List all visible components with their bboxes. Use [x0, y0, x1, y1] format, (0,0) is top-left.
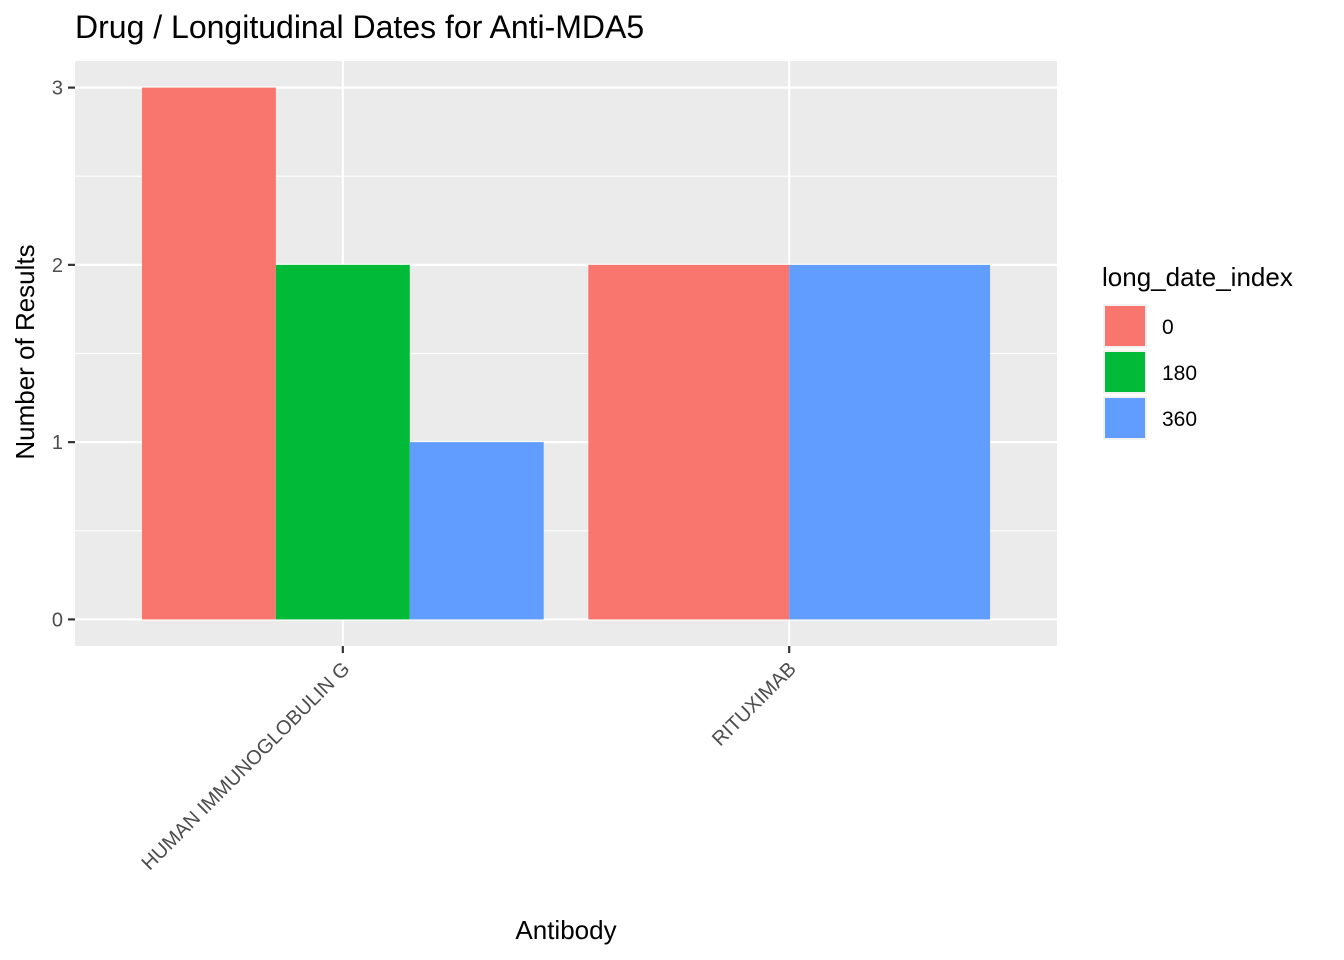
- legend-label-180: 180: [1162, 362, 1197, 385]
- bar-human-immunoglobulin-g-0: [141, 87, 276, 620]
- y-axis-title: Number of Results: [10, 244, 40, 459]
- chart-title: Drug / Longitudinal Dates for Anti-MDA5: [75, 9, 644, 45]
- y-tick-label: 1: [52, 432, 63, 454]
- legend-title: long_date_index: [1102, 262, 1293, 292]
- x-axis-title: Antibody: [515, 915, 616, 945]
- x-axis: HUMAN IMMUNOGLOBULIN G RITUXIMAB: [138, 646, 801, 875]
- x-tick-label: RITUXIMAB: [708, 658, 801, 751]
- bars: [141, 87, 991, 620]
- legend-key-180: [1105, 352, 1145, 392]
- y-tick-label: 3: [52, 78, 63, 100]
- legend-label-360: 360: [1162, 408, 1197, 431]
- legend-items: 0 180 360: [1103, 304, 1197, 440]
- legend: long_date_index 0 180 360: [1102, 262, 1293, 440]
- bar-human-immunoglobulin-g-180: [275, 264, 410, 620]
- x-tick-label: HUMAN IMMUNOGLOBULIN G: [138, 658, 355, 875]
- legend-key-360: [1105, 398, 1145, 438]
- legend-label-0: 0: [1162, 316, 1174, 339]
- bar-rituximab-0: [588, 264, 790, 620]
- bar-rituximab-360: [789, 264, 991, 620]
- legend-key-0: [1105, 306, 1145, 346]
- y-tick-label: 0: [52, 609, 63, 631]
- y-tick-label: 2: [52, 255, 63, 277]
- y-axis: 0 1 2 3: [52, 78, 75, 631]
- bar-human-immunoglobulin-g-360: [409, 442, 544, 620]
